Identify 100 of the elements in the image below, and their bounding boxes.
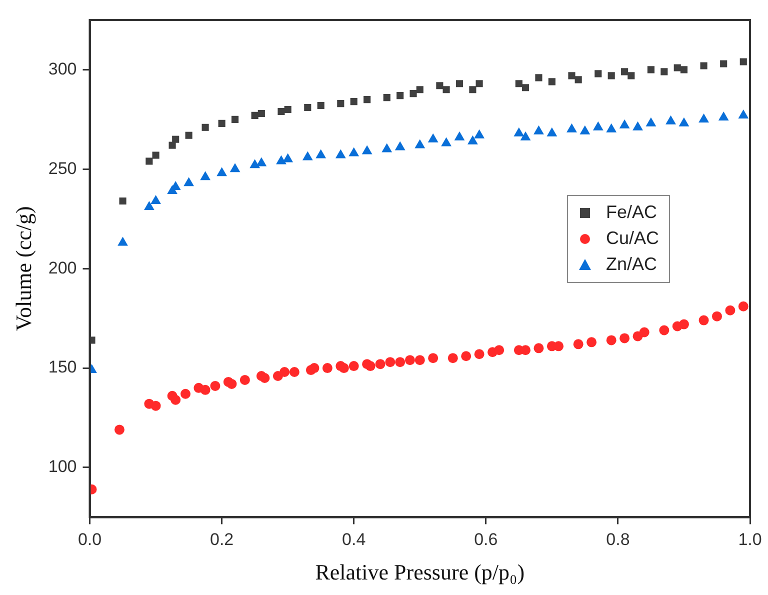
point bbox=[515, 80, 522, 88]
point bbox=[383, 94, 390, 102]
point bbox=[628, 72, 635, 80]
point bbox=[428, 133, 438, 142]
point bbox=[698, 113, 709, 122]
point bbox=[608, 72, 615, 80]
x-tick-label: 0.8 bbox=[606, 530, 630, 550]
y-tick-label: 250 bbox=[48, 158, 77, 178]
point bbox=[152, 152, 160, 159]
point bbox=[335, 149, 346, 158]
point bbox=[647, 66, 654, 74]
point bbox=[535, 74, 542, 82]
point bbox=[410, 90, 417, 98]
point bbox=[119, 197, 126, 205]
point bbox=[200, 384, 210, 395]
point bbox=[620, 333, 630, 344]
point bbox=[574, 76, 582, 84]
point bbox=[231, 116, 239, 123]
point bbox=[144, 200, 154, 210]
point bbox=[548, 78, 556, 86]
point bbox=[365, 361, 376, 372]
point bbox=[170, 394, 181, 405]
point bbox=[621, 68, 628, 76]
point bbox=[230, 163, 240, 172]
point bbox=[520, 345, 531, 356]
point bbox=[114, 424, 124, 435]
point bbox=[720, 60, 728, 68]
point bbox=[150, 400, 161, 411]
point bbox=[180, 388, 190, 399]
point bbox=[216, 167, 228, 176]
point bbox=[218, 120, 226, 127]
point bbox=[362, 145, 372, 154]
point bbox=[441, 137, 452, 146]
point bbox=[250, 159, 260, 168]
point bbox=[442, 86, 450, 94]
point bbox=[738, 301, 748, 312]
point bbox=[718, 111, 729, 120]
legend-label: Fe/AC bbox=[606, 202, 658, 224]
point bbox=[416, 86, 424, 94]
x-tick-label: 0.2 bbox=[210, 530, 234, 550]
legend-label: Zn/AC bbox=[606, 254, 658, 276]
point bbox=[185, 132, 192, 139]
point bbox=[740, 58, 747, 66]
y-tick-label: 200 bbox=[48, 258, 77, 278]
point bbox=[256, 157, 267, 166]
point bbox=[534, 343, 544, 354]
point bbox=[202, 124, 209, 131]
point bbox=[534, 125, 544, 134]
point bbox=[302, 151, 313, 160]
point bbox=[646, 117, 656, 126]
point bbox=[414, 355, 425, 366]
point bbox=[520, 131, 531, 140]
point bbox=[309, 363, 320, 374]
point bbox=[240, 374, 250, 385]
point bbox=[461, 351, 472, 362]
y-tick-label: 300 bbox=[48, 59, 77, 78]
point bbox=[469, 86, 476, 94]
point bbox=[568, 72, 576, 80]
point bbox=[385, 357, 396, 368]
point bbox=[150, 194, 161, 204]
point bbox=[632, 121, 643, 130]
point bbox=[659, 325, 670, 336]
legend-label: Cu/AC bbox=[606, 228, 660, 250]
point bbox=[414, 139, 426, 148]
point bbox=[566, 123, 577, 132]
point bbox=[317, 102, 324, 110]
point bbox=[280, 367, 290, 378]
point bbox=[546, 127, 558, 136]
point bbox=[200, 171, 210, 180]
point bbox=[394, 141, 406, 150]
point bbox=[619, 119, 630, 128]
point bbox=[606, 335, 616, 346]
point bbox=[404, 355, 415, 366]
point bbox=[678, 117, 690, 126]
point bbox=[639, 327, 650, 338]
point bbox=[382, 143, 392, 152]
point bbox=[260, 372, 270, 383]
point bbox=[666, 115, 676, 124]
point bbox=[364, 96, 371, 104]
point bbox=[725, 305, 736, 316]
x-tick-label: 0.0 bbox=[78, 530, 102, 550]
point bbox=[348, 147, 360, 156]
point bbox=[680, 66, 688, 74]
point bbox=[289, 367, 300, 378]
point bbox=[456, 80, 464, 88]
point bbox=[586, 337, 597, 348]
point bbox=[738, 109, 749, 118]
point bbox=[448, 353, 458, 364]
point bbox=[522, 84, 530, 92]
point bbox=[276, 155, 286, 164]
point bbox=[476, 80, 483, 88]
x-axis-title: Relative Pressure (p/p₀) bbox=[315, 560, 525, 585]
point bbox=[396, 92, 404, 100]
point bbox=[468, 135, 478, 144]
point bbox=[172, 136, 180, 143]
point bbox=[428, 353, 438, 364]
point bbox=[594, 70, 602, 78]
y-tick-label: 100 bbox=[48, 457, 77, 476]
point bbox=[436, 82, 444, 90]
point bbox=[660, 68, 668, 76]
